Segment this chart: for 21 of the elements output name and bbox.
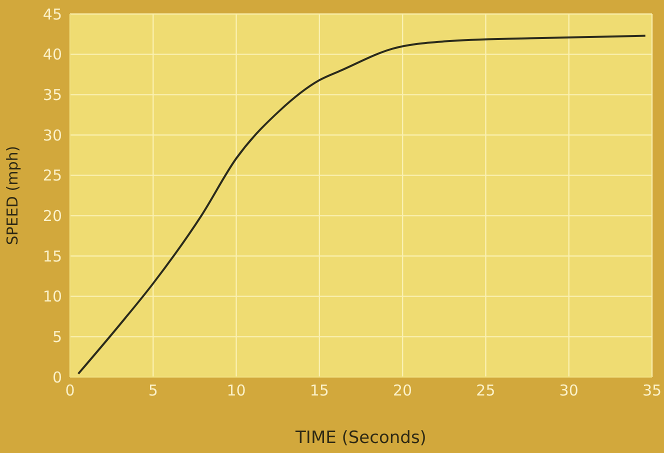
x-tick-label: 20 [393, 382, 412, 400]
x-tick-label: 0 [65, 382, 75, 400]
y-tick-label: 30 [42, 126, 62, 144]
x-tick-label: 30 [559, 382, 578, 400]
y-axis-title: SPEED (mph) [3, 146, 22, 246]
y-tick-label: 35 [42, 86, 62, 104]
y-tick-label: 40 [42, 46, 62, 64]
y-tick-label: 15 [42, 247, 62, 266]
line-series [77, 34, 646, 375]
x-tick-label: 5 [148, 382, 158, 400]
x-tick-label: 25 [476, 382, 496, 400]
x-axis-title: TIME (Seconds) [294, 428, 426, 448]
y-tick-label: 5 [52, 328, 62, 346]
y-tick-label: 10 [42, 288, 62, 306]
y-tick-label: 25 [42, 166, 62, 185]
y-tick-label: 0 [52, 368, 62, 386]
y-tick-label: 20 [42, 206, 62, 225]
x-tick-label: 15 [310, 382, 329, 400]
y-tick-label: 45 [42, 5, 62, 24]
x-tick-label: 10 [226, 382, 246, 400]
x-tick-label: 35 [642, 382, 662, 400]
